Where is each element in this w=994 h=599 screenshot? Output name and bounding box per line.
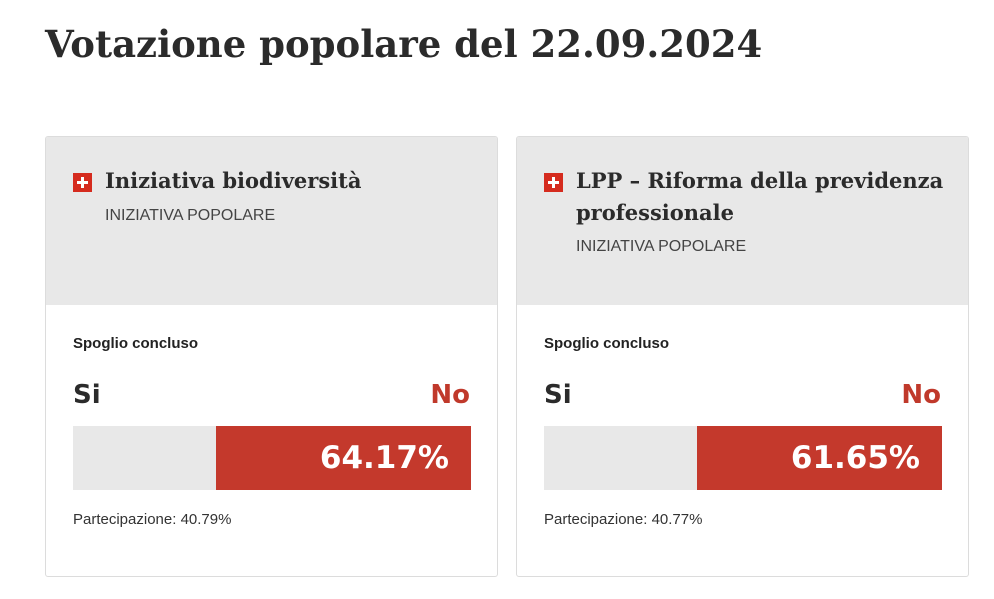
swiss-flag-icon: [73, 173, 92, 192]
vote-card-header: LPP – Riforma della previdenza professio…: [517, 137, 968, 305]
swiss-flag-icon: [544, 173, 563, 192]
vote-title[interactable]: Iniziativa biodiversità: [105, 168, 362, 193]
no-label: No: [430, 380, 470, 410]
result-bar: 64.17%: [73, 426, 471, 490]
vote-type: INIZIATIVA POPOLARE: [105, 207, 276, 224]
no-label: No: [901, 380, 941, 410]
result-bar: 61.65%: [544, 426, 942, 490]
page-title: Votazione popolare del 22.09.2024: [45, 22, 763, 66]
vote-title[interactable]: LPP – Riforma della previdenza professio…: [576, 168, 944, 225]
turnout-text: Partecipazione: 40.79%: [73, 511, 232, 528]
vote-card-lpp[interactable]: LPP – Riforma della previdenza professio…: [516, 136, 969, 577]
count-status: Spoglio concluso: [73, 335, 199, 352]
turnout-text: Partecipazione: 40.77%: [544, 511, 703, 528]
vote-card-header: Iniziativa biodiversità INIZIATIVA POPOL…: [46, 137, 497, 305]
count-status: Spoglio concluso: [544, 335, 670, 352]
yes-label: Si: [73, 380, 101, 410]
vote-type: INIZIATIVA POPOLARE: [576, 238, 747, 255]
yes-label: Si: [544, 380, 572, 410]
no-percent-value: 61.65%: [790, 440, 920, 476]
no-percent-value: 64.17%: [319, 440, 449, 476]
no-result-fill: 61.65%: [696, 426, 942, 490]
vote-card-biodiversita[interactable]: Iniziativa biodiversità INIZIATIVA POPOL…: [45, 136, 498, 577]
no-result-fill: 64.17%: [215, 426, 471, 490]
